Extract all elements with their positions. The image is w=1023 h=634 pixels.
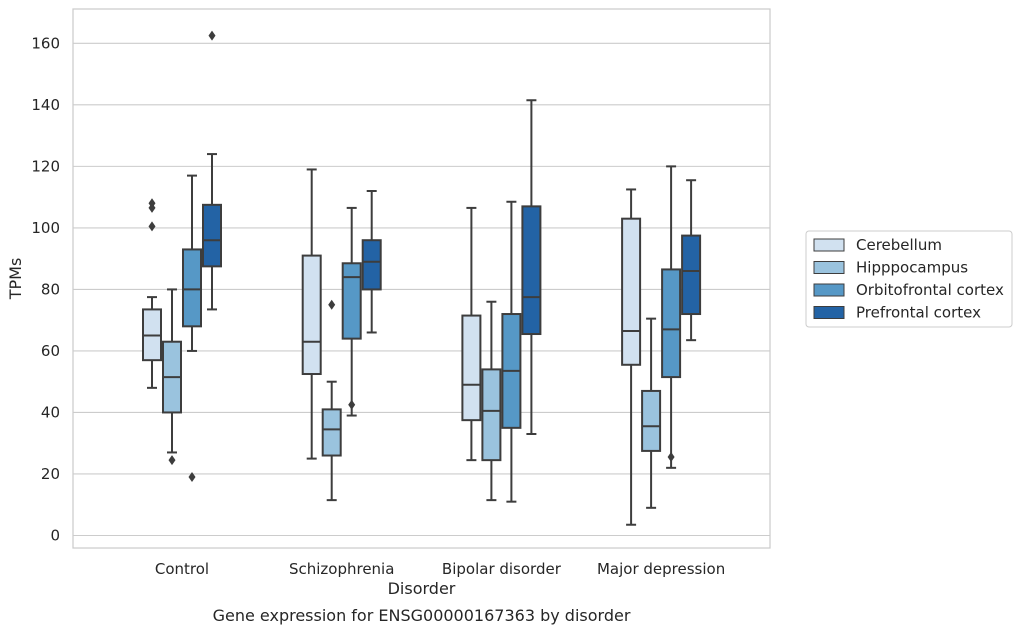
y-axis-title: TPMs [6, 258, 25, 301]
box-body [321, 408, 342, 457]
legend-swatch [813, 261, 845, 274]
box-plot [142, 198, 162, 389]
box-body [521, 205, 542, 336]
box-body [301, 254, 322, 376]
box-plot [501, 200, 522, 503]
box-plot [661, 165, 682, 469]
outlier-marker [188, 472, 196, 483]
outlier-marker [148, 221, 156, 232]
plot-frame [72, 8, 771, 549]
box-body [202, 203, 222, 268]
legend-frame [805, 230, 1013, 328]
box-body [461, 314, 482, 422]
x-tick-label: Bipolar disorder [442, 560, 562, 578]
legend-swatch [813, 238, 845, 252]
legend: Cerebellum Hipppocampus Orbitofrontal cort… [805, 230, 1013, 328]
box-plot [182, 174, 202, 483]
box-plots [142, 30, 702, 526]
y-tick-label: 0 [50, 527, 60, 545]
y-tick-label: 160 [31, 34, 60, 52]
x-axis-title: Disorder [388, 579, 456, 598]
y-tick-label: 60 [41, 342, 60, 360]
box-plot [202, 30, 222, 311]
y-tick-label: 80 [41, 280, 60, 298]
outlier-marker [168, 455, 176, 466]
box-plot [621, 188, 642, 526]
x-tick-label: Schizophrenia [289, 560, 394, 578]
box-plot [162, 288, 182, 466]
y-axis-ticks: 0 20 40 60 80 100 120 140 160 [31, 34, 60, 544]
box-body [361, 239, 382, 291]
y-tick-label: 100 [31, 219, 60, 237]
box-body [621, 217, 642, 366]
y-tick-label: 40 [41, 403, 60, 421]
box-plot [321, 299, 342, 502]
box-plot [461, 206, 482, 462]
box-plot [341, 206, 362, 417]
box-body [681, 234, 702, 316]
outlier-marker [208, 30, 216, 41]
box-body [182, 248, 202, 328]
outlier-marker [148, 198, 156, 209]
box-plot [641, 317, 662, 509]
box-body [641, 389, 662, 452]
legend-label: Hipppocampus [856, 259, 968, 277]
box-plot [481, 300, 502, 502]
legend-label: Orbitofrontal cortex [856, 281, 1004, 299]
outlier-marker [348, 399, 356, 410]
box-plot [521, 99, 542, 435]
outlier-marker [667, 452, 675, 463]
box-plot [361, 189, 382, 334]
y-tick-label: 20 [41, 465, 60, 483]
legend-swatch [813, 306, 845, 319]
legend-swatch [813, 283, 845, 297]
box-body [661, 268, 682, 379]
box-body [481, 368, 502, 462]
legend-label: Prefrontal cortex [856, 304, 981, 322]
x-tick-label: Control [155, 560, 209, 578]
chart-caption: Gene expression for ENSG00000167363 by d… [213, 606, 631, 625]
x-axis-ticks: Control Schizophrenia Bipolar disorder Majo… [155, 560, 725, 578]
legend-label: Cerebellum [856, 236, 942, 254]
y-tick-label: 140 [31, 96, 60, 114]
box-body [341, 262, 362, 340]
outlier-marker [328, 299, 336, 310]
box-plot [301, 168, 322, 460]
box-plot [681, 179, 702, 342]
x-tick-label: Major depression [597, 560, 725, 578]
y-tick-label: 120 [31, 157, 60, 175]
